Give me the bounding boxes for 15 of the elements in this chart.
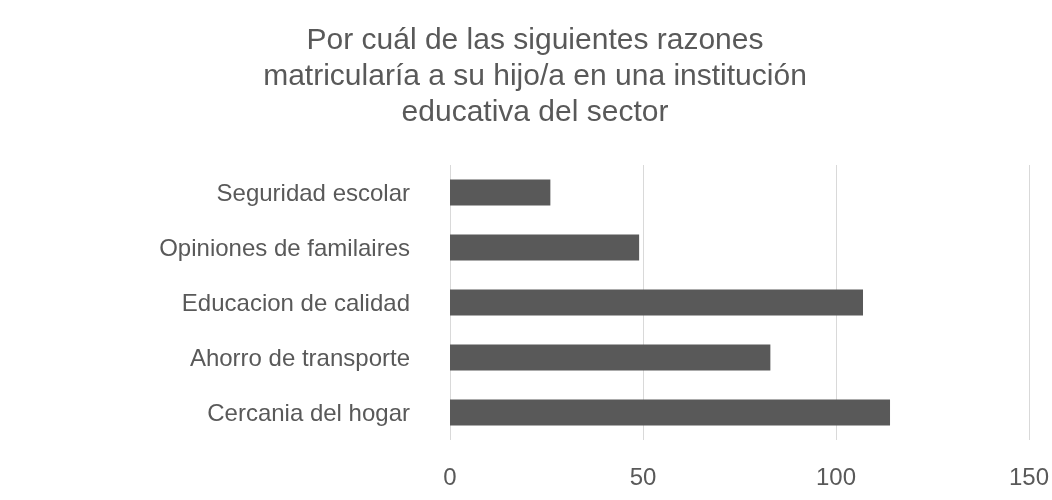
y-tick-label: Cercania del hogar: [207, 399, 410, 426]
bar: [450, 344, 771, 371]
x-tick-label: 50: [629, 462, 657, 490]
x-tick-label: 100: [815, 462, 857, 490]
bar: [450, 179, 551, 206]
y-tick-label: Seguridad escolar: [216, 179, 411, 206]
chart-title: Por cuál de las siguientes razones matricularía a su hijo/a en una institución educativa del sector: [263, 21, 807, 127]
bar: [450, 399, 891, 426]
x-tick-label: 0: [443, 462, 457, 490]
y-tick-label: Ahorro de transporte: [189, 344, 410, 371]
bar: [450, 234, 640, 261]
y-tick-label: Opiniones de familaires: [159, 234, 410, 261]
x-tick-label: 150: [1008, 462, 1049, 490]
y-tick-label: Educacion de calidad: [181, 289, 410, 316]
bar: [450, 289, 863, 316]
